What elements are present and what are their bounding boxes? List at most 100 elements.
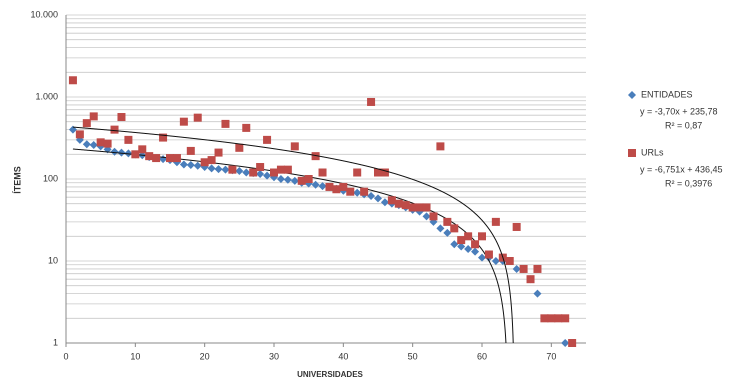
- point: [214, 148, 223, 157]
- point: [96, 138, 105, 147]
- point: [318, 182, 327, 191]
- point: [436, 142, 445, 151]
- x-tick-label: 40: [338, 351, 348, 361]
- point: [159, 155, 168, 164]
- point: [263, 171, 272, 180]
- point: [387, 196, 396, 205]
- point: [228, 165, 237, 174]
- x-axis-title: UNIVERSIDADES: [297, 370, 363, 379]
- point: [561, 314, 570, 323]
- point: [415, 203, 424, 212]
- point: [422, 203, 431, 212]
- point: [256, 163, 265, 172]
- x-tick-label: 30: [269, 351, 279, 361]
- point: [374, 168, 382, 177]
- point: [117, 148, 126, 157]
- point: [207, 156, 216, 165]
- point: [561, 339, 570, 347]
- point: [270, 168, 278, 177]
- point: [68, 76, 77, 85]
- point: [276, 165, 285, 174]
- point: [75, 130, 84, 139]
- point: [235, 143, 244, 152]
- point: [429, 212, 438, 221]
- point: [193, 161, 202, 170]
- point: [367, 192, 376, 201]
- point: [242, 168, 251, 177]
- point: [478, 253, 486, 262]
- point: [457, 242, 466, 251]
- point: [443, 217, 452, 226]
- point: [471, 240, 480, 249]
- x-tick-label: 10: [130, 351, 140, 361]
- point: [367, 97, 376, 106]
- point: [235, 167, 244, 176]
- point: [311, 152, 320, 161]
- trend-line: [72, 126, 514, 344]
- point: [380, 168, 389, 177]
- trend-r2: R² = 0,3976: [665, 178, 712, 188]
- point: [353, 188, 362, 197]
- point: [186, 161, 195, 170]
- point: [221, 119, 230, 128]
- x-tick-label: 20: [200, 351, 210, 361]
- point: [249, 168, 258, 177]
- point: [450, 240, 459, 249]
- point: [214, 165, 223, 174]
- point: [89, 140, 98, 149]
- point: [533, 264, 542, 273]
- point: [436, 224, 445, 233]
- point: [554, 314, 563, 323]
- trend-equation: y = -3,70x + 235,78: [640, 106, 718, 116]
- point: [152, 154, 161, 163]
- point: [464, 232, 473, 241]
- point: [221, 165, 230, 174]
- point: [505, 257, 514, 265]
- point: [325, 182, 334, 191]
- point: [110, 125, 119, 134]
- point: [512, 222, 521, 231]
- point: [332, 185, 341, 194]
- point: [380, 198, 389, 207]
- point: [311, 180, 320, 189]
- point: [484, 250, 493, 259]
- point: [263, 135, 272, 144]
- point: [568, 339, 577, 347]
- point: [339, 182, 348, 191]
- x-tick-label: 60: [477, 351, 487, 361]
- point: [526, 275, 535, 284]
- point: [297, 176, 306, 185]
- point: [374, 194, 382, 203]
- x-tick-label: 50: [408, 351, 418, 361]
- point: [283, 165, 292, 174]
- point: [346, 187, 355, 196]
- point: [408, 203, 417, 212]
- point: [422, 212, 431, 221]
- y-axis-title: ÍTEMS: [12, 166, 22, 194]
- point: [290, 176, 299, 185]
- y-tick-label: 100: [43, 173, 58, 183]
- point: [145, 152, 154, 161]
- point: [256, 170, 265, 179]
- point: [491, 217, 500, 226]
- point: [103, 139, 112, 148]
- point: [131, 150, 140, 159]
- point: [478, 232, 486, 241]
- legend-label: URLs: [641, 147, 664, 157]
- point: [82, 119, 91, 128]
- y-tick-label: 10: [48, 255, 58, 265]
- point: [450, 224, 459, 233]
- point: [304, 175, 313, 183]
- point: [283, 175, 292, 184]
- point: [193, 113, 202, 122]
- x-tick-label: 0: [63, 351, 68, 361]
- point: [547, 314, 556, 323]
- point: [464, 245, 473, 254]
- point: [491, 257, 500, 265]
- point: [512, 264, 521, 273]
- point: [110, 147, 119, 156]
- point: [471, 247, 480, 256]
- point: [533, 289, 542, 298]
- point: [242, 123, 251, 132]
